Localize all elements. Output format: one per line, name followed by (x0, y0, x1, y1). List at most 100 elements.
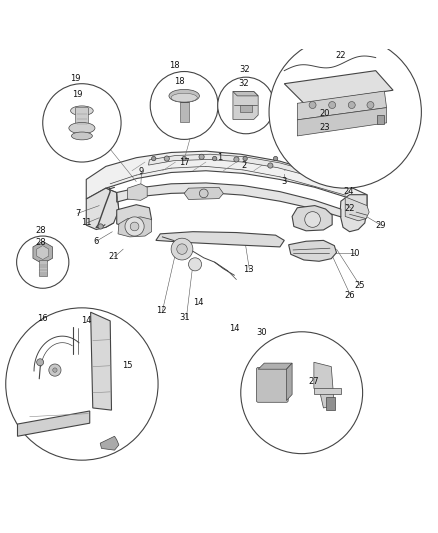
Circle shape (188, 258, 201, 271)
Text: 14: 14 (81, 317, 92, 326)
Polygon shape (100, 436, 119, 450)
Ellipse shape (71, 106, 93, 116)
Text: 3: 3 (282, 177, 287, 186)
Text: 31: 31 (180, 313, 191, 322)
Polygon shape (86, 188, 119, 230)
Polygon shape (284, 71, 393, 103)
Circle shape (171, 238, 193, 260)
Circle shape (212, 156, 217, 161)
Circle shape (98, 224, 103, 229)
Bar (39, 261, 47, 276)
Text: 20: 20 (319, 109, 329, 118)
Text: 13: 13 (243, 265, 254, 274)
Polygon shape (297, 91, 387, 120)
Circle shape (328, 102, 336, 109)
Circle shape (367, 102, 374, 109)
Ellipse shape (71, 132, 92, 140)
Text: 10: 10 (349, 249, 359, 258)
Text: 12: 12 (156, 306, 167, 316)
Circle shape (125, 217, 144, 236)
Circle shape (17, 236, 69, 288)
Polygon shape (314, 389, 341, 394)
Polygon shape (233, 92, 258, 119)
Circle shape (182, 156, 186, 161)
Circle shape (348, 102, 355, 109)
Polygon shape (118, 217, 152, 237)
Circle shape (152, 156, 156, 161)
Polygon shape (297, 108, 387, 136)
FancyBboxPatch shape (75, 107, 88, 126)
Text: 17: 17 (179, 158, 190, 166)
Text: 9: 9 (139, 167, 144, 176)
Text: 14: 14 (193, 298, 203, 306)
Text: 15: 15 (122, 361, 133, 370)
Circle shape (243, 156, 247, 161)
Circle shape (53, 368, 57, 372)
Bar (325, 397, 335, 410)
Ellipse shape (169, 90, 199, 102)
Circle shape (273, 156, 278, 161)
Text: 25: 25 (354, 281, 364, 290)
Text: 19: 19 (70, 74, 81, 83)
Polygon shape (184, 187, 223, 199)
Polygon shape (127, 184, 147, 200)
Text: 26: 26 (344, 290, 355, 300)
Polygon shape (117, 205, 152, 228)
Text: 16: 16 (37, 314, 48, 323)
Text: 32: 32 (239, 79, 249, 88)
Text: 23: 23 (319, 123, 330, 132)
Text: 22: 22 (344, 204, 355, 213)
Polygon shape (345, 197, 369, 221)
Circle shape (269, 36, 421, 188)
Text: 24: 24 (343, 187, 354, 196)
Polygon shape (289, 240, 336, 261)
Circle shape (309, 102, 316, 109)
Text: 22: 22 (336, 51, 346, 60)
Text: 7: 7 (75, 209, 80, 218)
Polygon shape (314, 362, 334, 408)
Circle shape (218, 77, 274, 134)
Bar (240, 104, 252, 111)
Ellipse shape (171, 93, 197, 102)
Circle shape (177, 244, 187, 254)
Text: 30: 30 (256, 328, 267, 337)
Circle shape (199, 189, 208, 198)
Text: 1: 1 (217, 153, 223, 162)
Ellipse shape (69, 123, 95, 134)
Circle shape (241, 332, 363, 454)
Text: 18: 18 (170, 61, 180, 70)
Text: 28: 28 (35, 227, 46, 235)
Polygon shape (86, 151, 367, 206)
Text: 11: 11 (81, 219, 92, 228)
Circle shape (164, 156, 170, 161)
Polygon shape (233, 92, 258, 96)
Polygon shape (292, 206, 332, 231)
Polygon shape (117, 183, 341, 217)
Circle shape (234, 157, 239, 162)
Polygon shape (91, 312, 112, 410)
Text: 14: 14 (229, 324, 240, 333)
Circle shape (199, 154, 204, 159)
Circle shape (130, 222, 139, 231)
Bar (377, 115, 385, 124)
Text: 28: 28 (35, 238, 46, 247)
Polygon shape (156, 232, 284, 247)
Circle shape (43, 84, 121, 162)
Polygon shape (148, 154, 315, 177)
Text: 32: 32 (239, 65, 250, 74)
Text: 18: 18 (174, 77, 185, 86)
Bar (180, 102, 188, 122)
Text: 2: 2 (242, 160, 247, 169)
Polygon shape (18, 411, 90, 436)
Polygon shape (286, 363, 292, 400)
Polygon shape (340, 195, 367, 232)
Circle shape (6, 308, 158, 460)
Circle shape (305, 212, 321, 228)
Circle shape (150, 71, 218, 140)
Text: 29: 29 (376, 221, 386, 230)
Circle shape (37, 359, 44, 366)
Circle shape (49, 364, 61, 376)
Text: 21: 21 (109, 253, 119, 261)
Polygon shape (258, 363, 292, 369)
FancyBboxPatch shape (256, 367, 288, 402)
